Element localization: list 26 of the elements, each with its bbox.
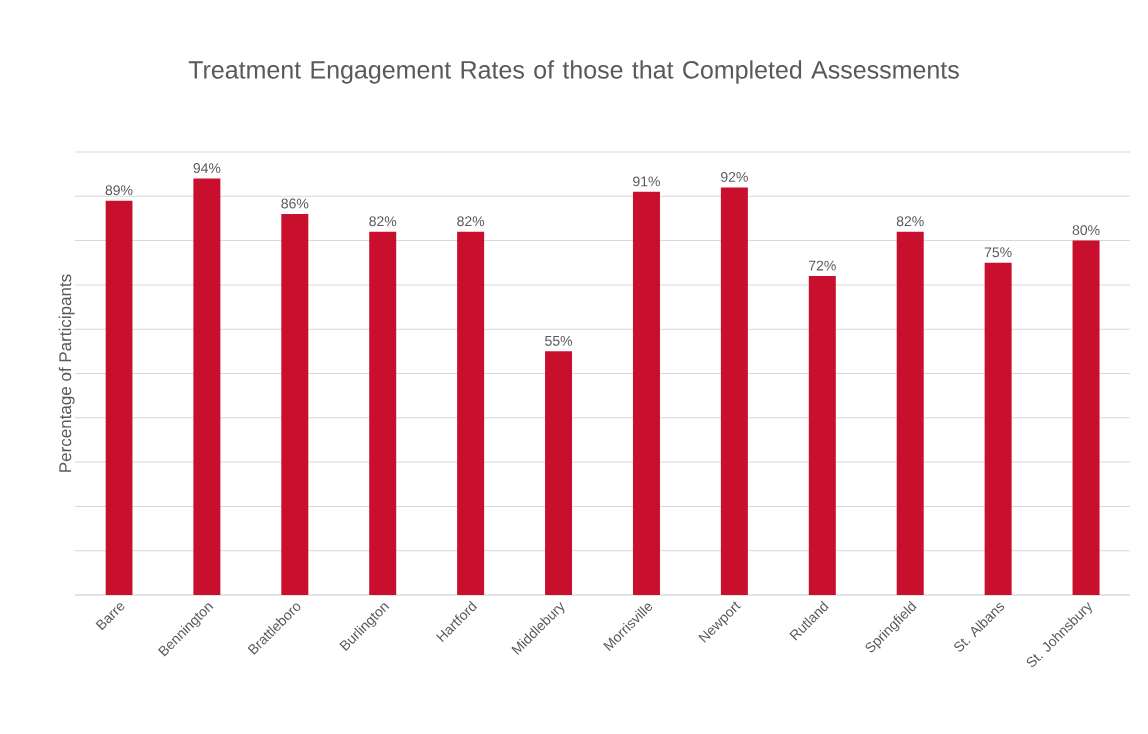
data-label: 82% bbox=[896, 216, 924, 227]
bar bbox=[808, 276, 836, 595]
data-label: 75% bbox=[984, 247, 1012, 258]
data-label: 80% bbox=[1072, 225, 1100, 236]
bar bbox=[984, 262, 1012, 595]
bar bbox=[457, 231, 485, 595]
bar bbox=[545, 351, 573, 595]
bar bbox=[896, 231, 924, 595]
data-label: 92% bbox=[721, 171, 748, 182]
data-label: 86% bbox=[281, 198, 309, 209]
data-label: 72% bbox=[809, 260, 836, 271]
data-label: 55% bbox=[545, 335, 573, 346]
data-label: 82% bbox=[369, 216, 397, 227]
y-axis-title: Percentage of Participants bbox=[58, 274, 75, 472]
bar bbox=[1072, 240, 1100, 595]
data-label: 82% bbox=[457, 216, 485, 227]
data-label: 89% bbox=[105, 185, 133, 196]
bar bbox=[369, 231, 397, 595]
chart-title: Treatment Engagement Rates of those that Completed Assessments bbox=[188, 60, 959, 84]
bar bbox=[632, 191, 660, 595]
bar bbox=[720, 187, 748, 595]
bar bbox=[281, 214, 309, 595]
bar bbox=[105, 200, 133, 595]
data-label: 94% bbox=[193, 163, 221, 174]
bar bbox=[193, 178, 221, 595]
data-label: 91% bbox=[633, 176, 660, 187]
